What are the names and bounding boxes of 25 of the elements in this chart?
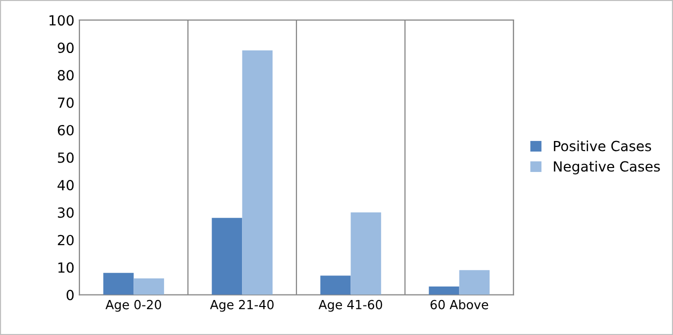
y-tick-label: 100 (50, 15, 74, 26)
legend-label: Positive Cases (554, 140, 652, 152)
y-tick-label: 20 (58, 234, 74, 246)
bar (428, 286, 460, 295)
x-tick-label: Age 0-20 (106, 300, 162, 312)
bar (242, 50, 273, 295)
y-tick-label: 80 (58, 70, 74, 81)
bar (459, 270, 490, 295)
bar (350, 212, 382, 295)
y-tick-label: 50 (58, 152, 74, 163)
x-tick-label: 60 Above (430, 300, 488, 310)
y-tick-label: 70 (58, 97, 74, 108)
y-tick-label: 40 (58, 180, 74, 190)
bar (103, 272, 134, 295)
bar (320, 276, 351, 295)
legend-label: Negative Cases (554, 160, 660, 174)
bar (134, 278, 164, 295)
y-tick-label: 30 (58, 207, 74, 218)
y-tick-label: 0 (66, 290, 74, 300)
x-tick-label: Age 21-40 (210, 300, 274, 312)
y-tick-label: 60 (58, 124, 74, 136)
x-tick-label: Age 41-60 (318, 300, 382, 312)
y-tick-label: 10 (58, 262, 74, 273)
y-tick-label: 90 (58, 42, 74, 54)
bar (212, 218, 242, 295)
